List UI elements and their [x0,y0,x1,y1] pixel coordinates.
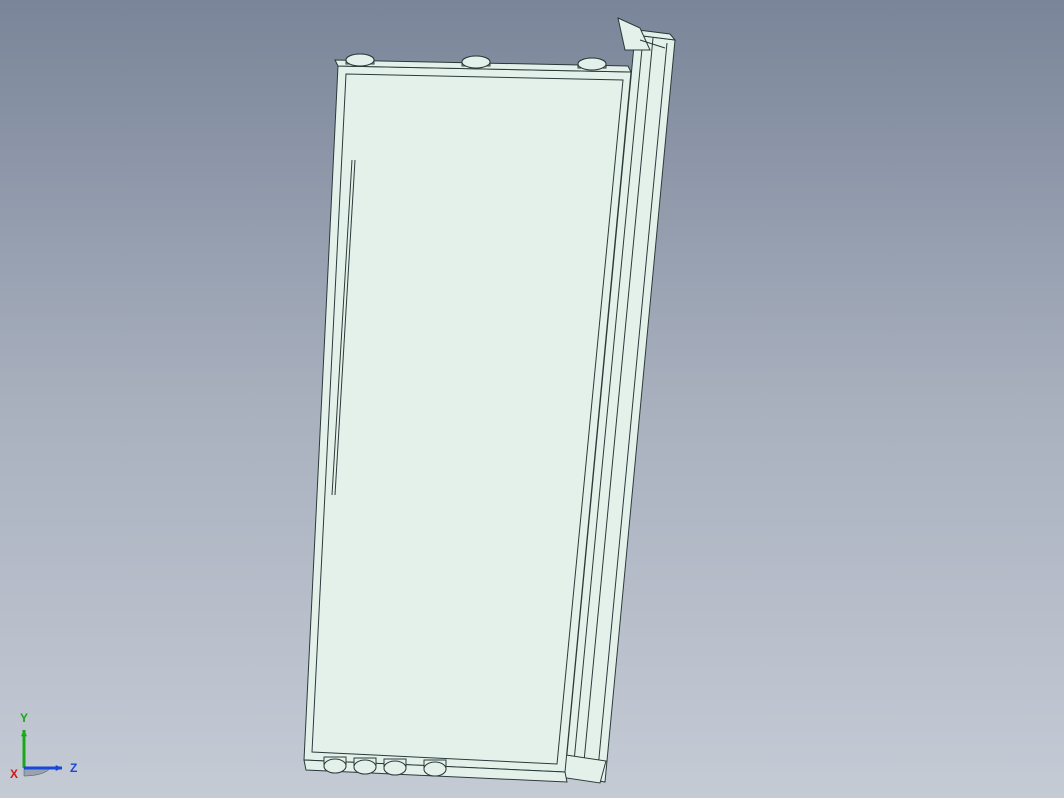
svg-text:Z: Z [70,761,77,775]
svg-text:X: X [10,767,18,781]
triad-svg: YZX [18,710,88,780]
cad-3d-viewport[interactable]: Y Z X [0,0,1064,798]
orientation-triad[interactable]: YZX [18,710,88,780]
model-svg [0,0,1064,798]
svg-text:Y: Y [20,711,28,725]
model-render[interactable] [0,0,1064,798]
